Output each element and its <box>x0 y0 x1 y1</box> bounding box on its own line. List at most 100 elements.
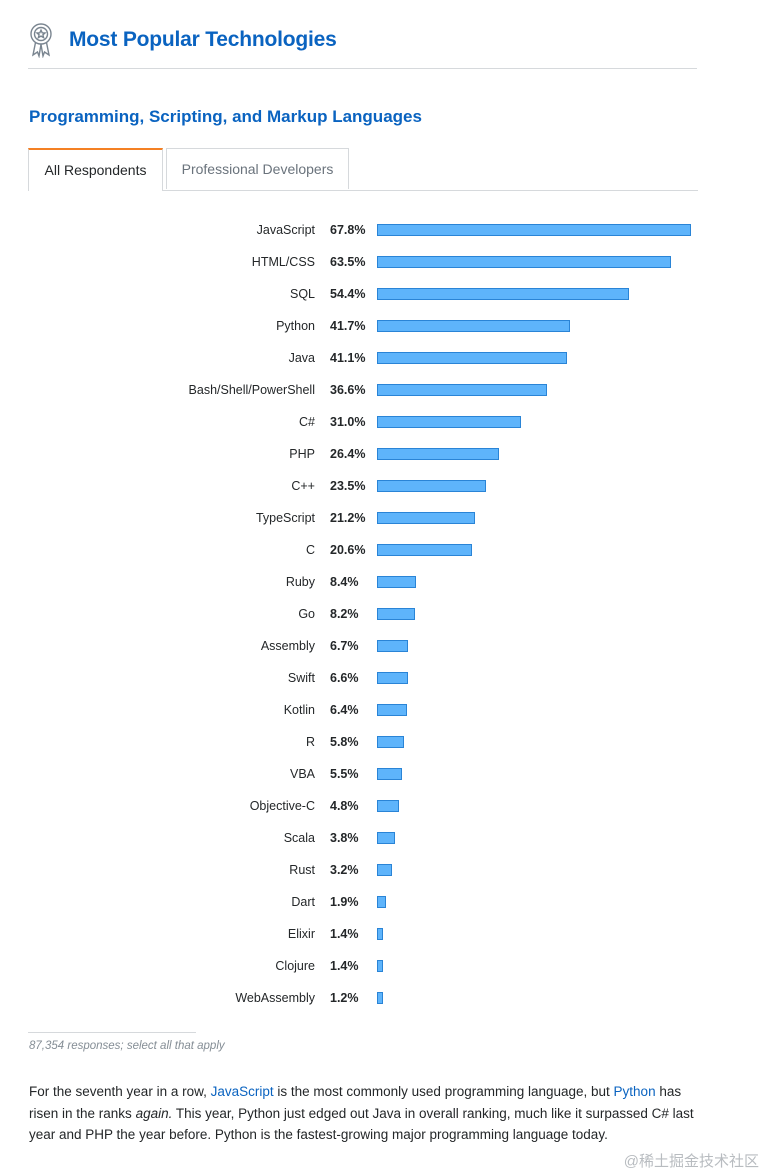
value-label: 20.6% <box>330 543 366 557</box>
value-label: 36.6% <box>330 383 366 397</box>
bar <box>377 608 415 620</box>
bar-row: C# 31.0% <box>0 407 765 439</box>
bar-row: Python 41.7% <box>0 311 765 343</box>
tab-professional-developers[interactable]: Professional Developers <box>166 148 349 189</box>
category-label: Java <box>288 351 315 365</box>
bar <box>377 736 404 748</box>
bar <box>377 864 392 876</box>
category-label: Objective-C <box>249 799 315 813</box>
bar-row: PHP 26.4% <box>0 439 765 471</box>
category-label: SQL <box>289 287 315 301</box>
bar-row: Rust 3.2% <box>0 855 765 887</box>
category-label: JavaScript <box>256 223 315 237</box>
value-label: 41.7% <box>330 319 366 333</box>
category-label: PHP <box>289 447 315 461</box>
bar-row: R 5.8% <box>0 727 765 759</box>
tab-all-respondents[interactable]: All Respondents <box>28 148 163 191</box>
category-label: Bash/Shell/PowerShell <box>188 383 315 397</box>
bar-row: C 20.6% <box>0 535 765 567</box>
bar-row: VBA 5.5% <box>0 759 765 791</box>
category-label: Assembly <box>260 639 315 653</box>
bar <box>377 480 486 492</box>
category-label: Clojure <box>275 959 315 973</box>
bar-row: Swift 6.6% <box>0 663 765 695</box>
bar <box>377 512 476 524</box>
bar <box>377 768 403 780</box>
bar-row: SQL 54.4% <box>0 279 765 311</box>
para-emphasis: again. <box>135 1105 173 1121</box>
category-label: Kotlin <box>283 703 315 717</box>
summary-paragraph: For the seventh year in a row, JavaScrip… <box>29 1081 709 1146</box>
bar-row: Java 41.1% <box>0 343 765 375</box>
bar <box>377 928 384 940</box>
value-label: 5.5% <box>330 767 359 781</box>
bar <box>377 352 568 364</box>
value-label: 26.4% <box>330 447 366 461</box>
javascript-link[interactable]: JavaScript <box>210 1084 274 1099</box>
python-link[interactable]: Python <box>613 1084 656 1099</box>
category-label: HTML/CSS <box>251 255 315 269</box>
category-label: Elixir <box>287 927 315 941</box>
bar-row: Bash/Shell/PowerShell 36.6% <box>0 375 765 407</box>
bar-row: Dart 1.9% <box>0 887 765 919</box>
bar-row: Clojure 1.4% <box>0 951 765 983</box>
watermark: @稀土掘金技术社区 <box>623 1153 759 1170</box>
value-label: 6.6% <box>330 671 359 685</box>
category-label: VBA <box>289 767 315 781</box>
value-label: 6.4% <box>330 703 359 717</box>
bar-row: JavaScript 67.8% <box>0 215 765 247</box>
bar-chart: JavaScript 67.8% HTML/CSS 63.5% SQL 54.4% Pyth… <box>0 215 765 1015</box>
bar-row: Elixir 1.4% <box>0 919 765 951</box>
value-label: 3.2% <box>330 863 359 877</box>
bar-row: Ruby 8.4% <box>0 567 765 599</box>
value-label: 5.8% <box>330 735 359 749</box>
category-label: Rust <box>289 863 315 877</box>
bar-row: Objective-C 4.8% <box>0 791 765 823</box>
value-label: 8.4% <box>330 575 359 589</box>
value-label: 4.8% <box>330 799 359 813</box>
category-label: Go <box>298 607 315 621</box>
category-label: C <box>305 543 315 557</box>
footnote-divider <box>28 1032 196 1033</box>
value-label: 1.9% <box>330 895 359 909</box>
value-label: 21.2% <box>330 511 366 525</box>
responses-footnote: 87,354 responses; select all that apply <box>29 1040 225 1052</box>
bar <box>377 832 395 844</box>
bar <box>377 992 383 1004</box>
bar <box>377 960 384 972</box>
bar-row: HTML/CSS 63.5% <box>0 247 765 279</box>
category-label: Ruby <box>285 575 315 589</box>
category-label: C# <box>299 415 315 429</box>
bar-row: Kotlin 6.4% <box>0 695 765 727</box>
bar <box>377 448 500 460</box>
bar <box>377 576 416 588</box>
para-text-1: For the seventh year in a row, <box>29 1084 211 1099</box>
category-label: Scala <box>283 831 315 845</box>
category-label: WebAssembly <box>235 991 315 1005</box>
bar <box>377 544 473 556</box>
value-label: 1.2% <box>330 991 359 1005</box>
value-label: 8.2% <box>330 607 359 621</box>
bar <box>377 384 547 396</box>
bar-row: C++ 23.5% <box>0 471 765 503</box>
value-label: 63.5% <box>330 255 366 269</box>
value-label: 67.8% <box>330 223 366 237</box>
para-text-4: This year, Python just edged out Java in… <box>29 1105 694 1143</box>
bar <box>377 224 691 236</box>
award-ribbon-icon <box>30 23 52 58</box>
section-header: Most Popular Technologies <box>28 20 697 69</box>
value-label: 3.8% <box>330 831 359 845</box>
bar <box>377 704 407 716</box>
value-label: 23.5% <box>330 479 366 493</box>
bar <box>377 800 400 812</box>
bar-row: WebAssembly 1.2% <box>0 983 765 1015</box>
value-label: 54.4% <box>330 287 366 301</box>
bar-row: TypeScript 21.2% <box>0 503 765 535</box>
category-label: Python <box>276 319 315 333</box>
value-label: 41.1% <box>330 351 366 365</box>
bar <box>377 320 571 332</box>
bar-row: Go 8.2% <box>0 599 765 631</box>
bar <box>377 256 672 268</box>
bar <box>377 640 409 652</box>
para-text-2: is the most commonly used programming la… <box>273 1084 614 1099</box>
